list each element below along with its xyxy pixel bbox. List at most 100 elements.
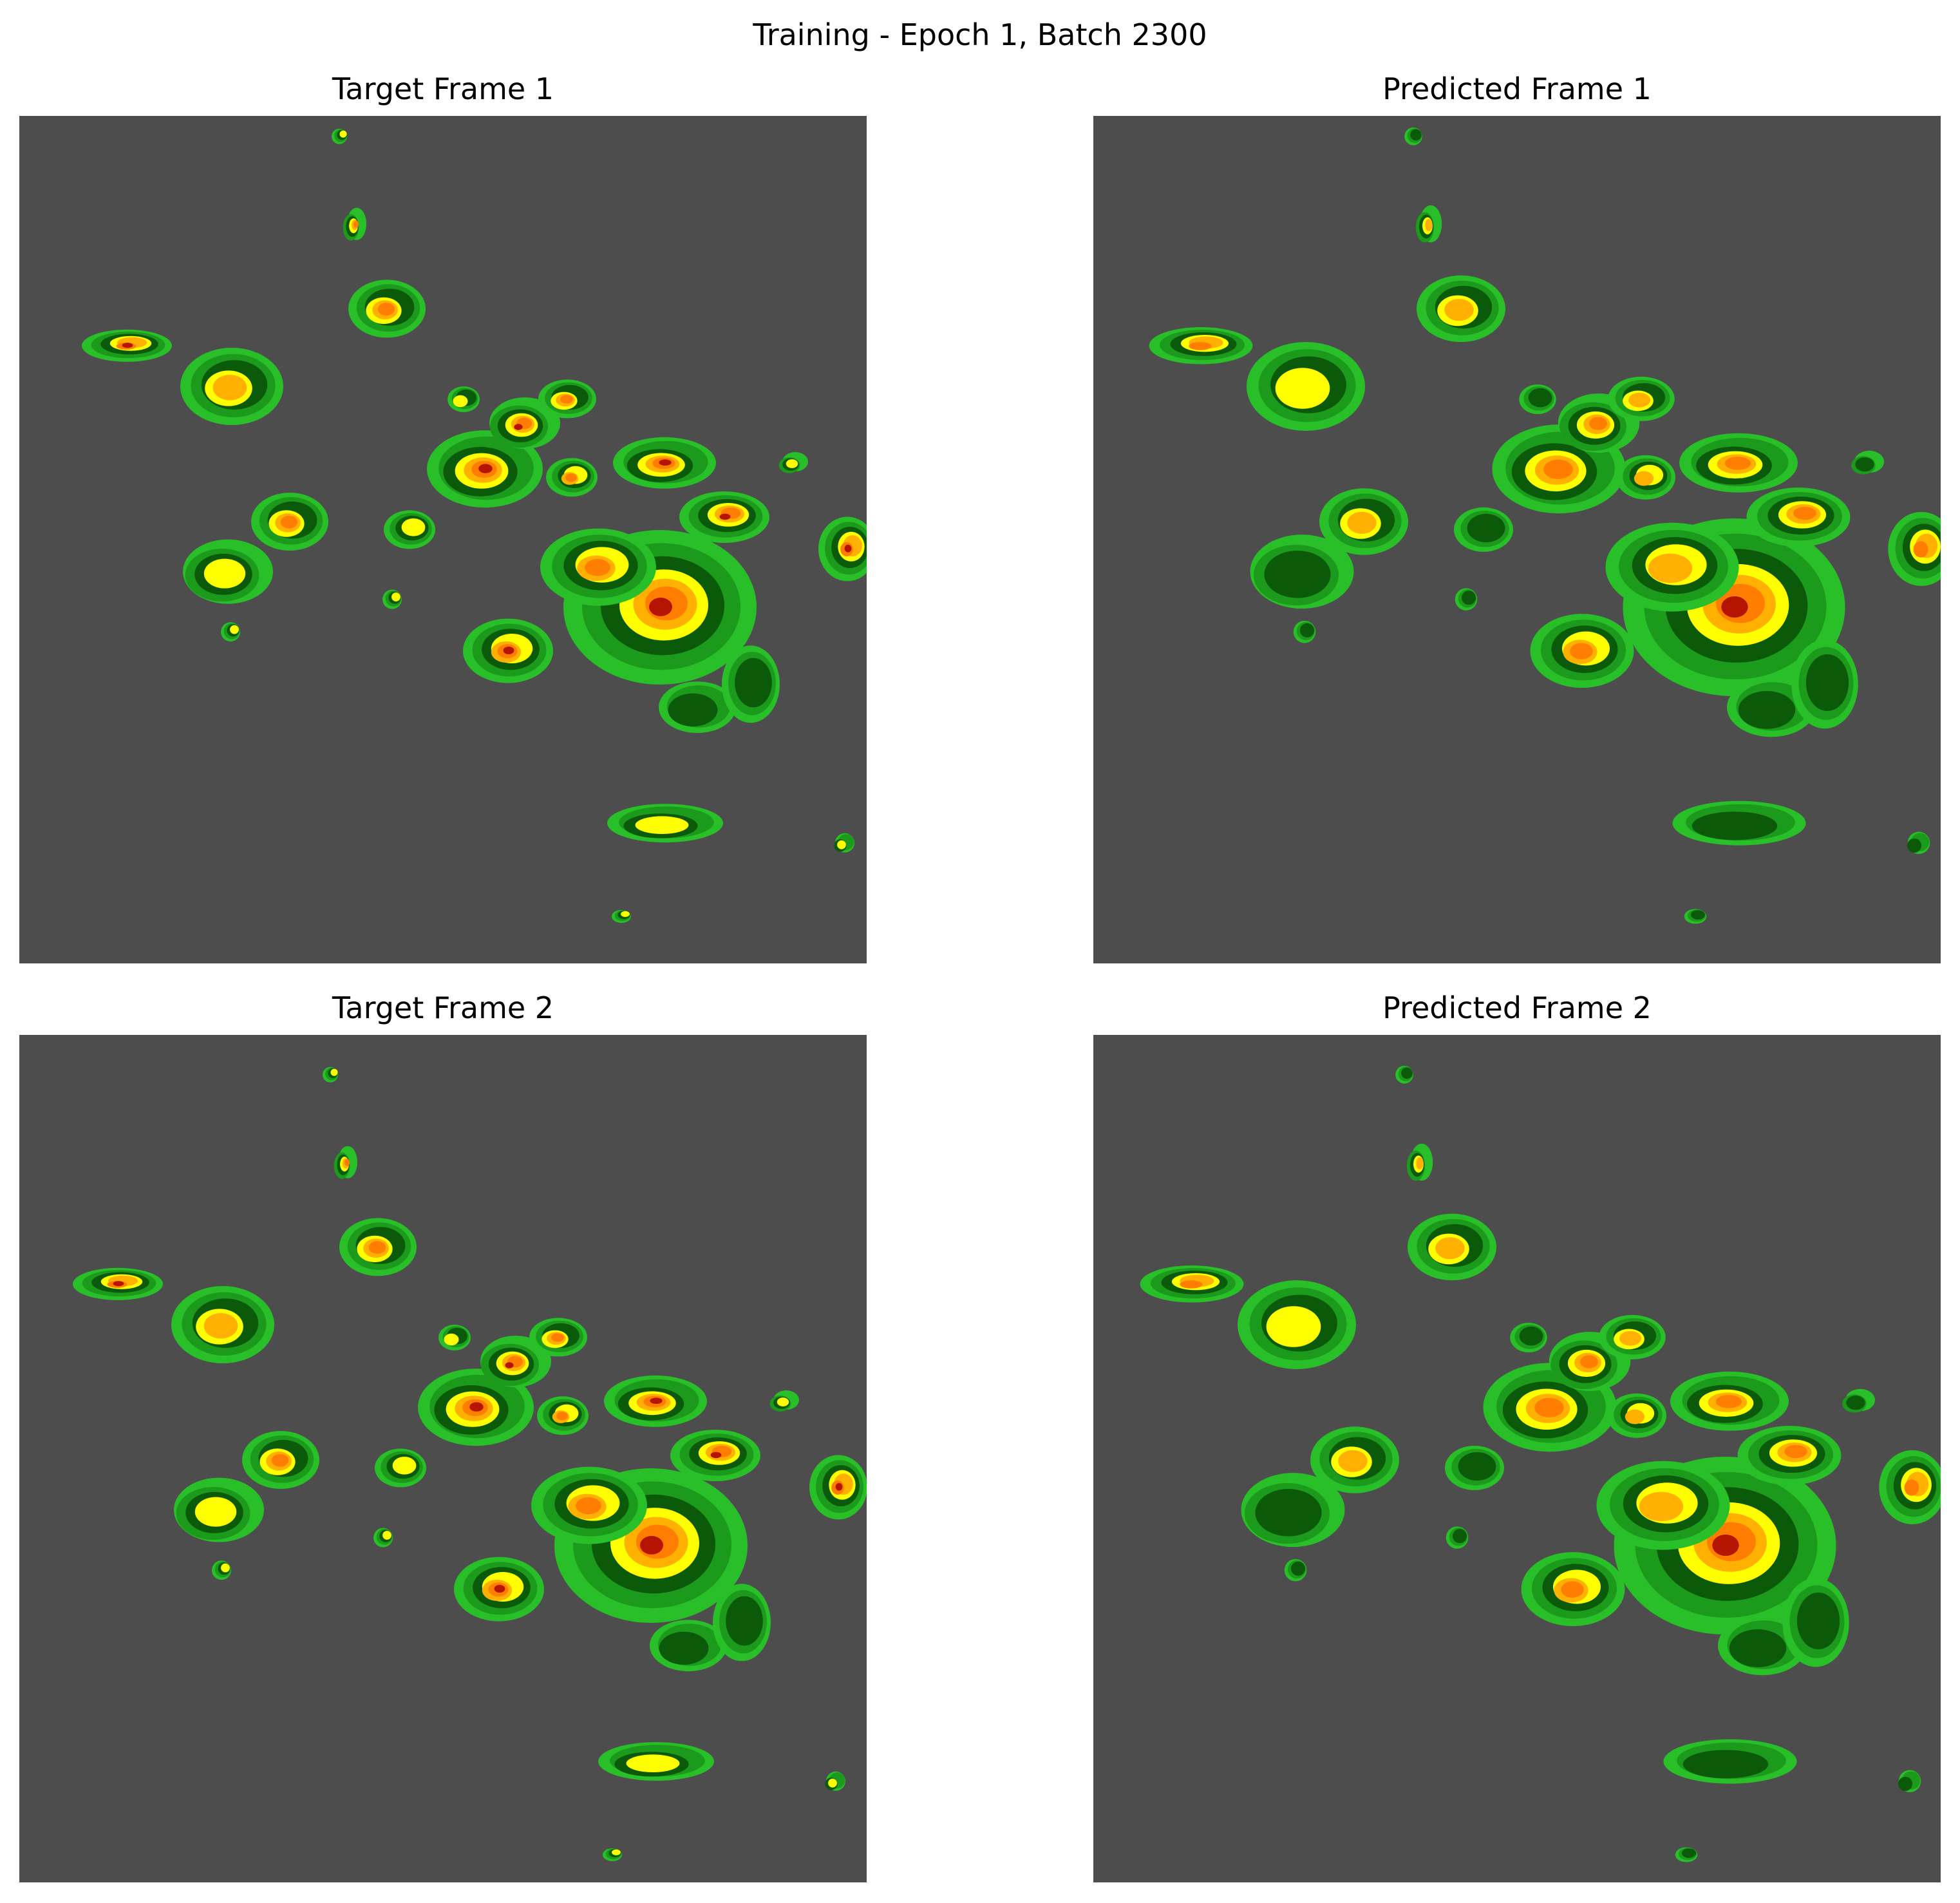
echo-level-3 <box>621 911 630 917</box>
echo-level-2 <box>1529 388 1552 407</box>
echo-level-3 <box>195 1497 236 1527</box>
echo-level-5 <box>1570 643 1592 659</box>
echo-level-6 <box>659 459 671 466</box>
echo-level-6 <box>711 1452 722 1459</box>
echo-level-2 <box>1520 1327 1543 1345</box>
radar-image-target-1 <box>19 116 867 963</box>
echo-level-6 <box>113 1281 124 1286</box>
echo-level-6 <box>836 1483 843 1491</box>
echo-level-3 <box>221 1564 230 1573</box>
echo-level-5 <box>344 1159 350 1166</box>
echo-level-5 <box>560 395 573 403</box>
echo-level-3 <box>1276 368 1330 408</box>
echo-level-4 <box>213 375 247 401</box>
echo-level-3 <box>330 1069 337 1076</box>
echo-level-5 <box>551 1333 564 1341</box>
echo-level-5 <box>565 473 577 482</box>
panel-pred-2 <box>1093 1035 1941 1882</box>
echo-level-5 <box>1914 541 1928 557</box>
echo-level-2 <box>1683 1750 1768 1778</box>
echo-level-6 <box>469 1402 484 1411</box>
panel-title-target-1: Target Frame 1 <box>19 71 867 107</box>
echo-level-3 <box>837 840 846 849</box>
echo-level-6 <box>505 1362 513 1368</box>
echo-level-4 <box>1425 219 1432 231</box>
echo-level-2 <box>1401 1068 1413 1079</box>
echo-level-2 <box>1291 1562 1305 1576</box>
echo-level-4 <box>1338 1450 1368 1472</box>
echo-level-6 <box>720 514 731 520</box>
echo-level-5 <box>1534 1398 1564 1417</box>
echo-level-6 <box>649 598 672 616</box>
echo-level-2 <box>1453 1529 1467 1543</box>
echo-level-2 <box>1255 1489 1321 1537</box>
echo-level-6 <box>478 464 493 473</box>
echo-level-6 <box>504 647 514 654</box>
echo-level-2 <box>735 658 772 708</box>
echo-level-3 <box>612 1850 621 1855</box>
echo-level-3 <box>391 592 400 601</box>
echo-level-5 <box>576 1497 601 1514</box>
echo-level-2 <box>668 694 718 726</box>
echo-level-3 <box>204 559 245 589</box>
echo-level-2 <box>659 1632 709 1665</box>
echo-level-3 <box>382 1531 391 1540</box>
panel-title-pred-1: Predicted Frame 1 <box>1093 71 1941 107</box>
echo-level-2 <box>1458 1452 1496 1481</box>
echo-level-4 <box>1634 471 1654 486</box>
echo-level-5 <box>1905 1479 1919 1495</box>
echo-level-2 <box>1692 811 1777 840</box>
echo-level-2 <box>1806 654 1849 711</box>
echo-level-5 <box>556 1412 568 1420</box>
echo-level-3 <box>786 459 798 468</box>
echo-level-2 <box>726 1596 763 1646</box>
echo-level-6 <box>650 1397 662 1404</box>
panel-target-1 <box>19 116 867 963</box>
echo-level-5 <box>281 516 297 529</box>
echo-level-4 <box>1648 554 1692 583</box>
echo-level-2 <box>1855 457 1874 471</box>
panel-pred-1 <box>1093 116 1941 963</box>
echo-level-3 <box>339 131 346 138</box>
echo-level-3 <box>627 1754 680 1772</box>
echo-level-2 <box>1898 1777 1912 1791</box>
echo-level-6 <box>495 1585 505 1593</box>
echo-level-6 <box>1721 596 1748 618</box>
echo-level-3 <box>777 1397 789 1406</box>
echo-level-2 <box>1691 910 1705 920</box>
echo-level-2 <box>1797 1593 1840 1649</box>
echo-level-5 <box>1543 460 1573 479</box>
echo-level-4 <box>1619 1331 1641 1346</box>
echo-level-4 <box>1435 1237 1465 1259</box>
echo-level-5 <box>1784 1445 1807 1458</box>
echo-level-2 <box>1739 691 1795 729</box>
echo-level-4 <box>204 1313 238 1339</box>
echo-level-5 <box>1589 417 1607 430</box>
echo-level-5 <box>1793 507 1816 520</box>
echo-level-5 <box>585 559 610 576</box>
echo-level-2 <box>1462 591 1476 605</box>
echo-level-2 <box>1300 623 1314 638</box>
radar-image-target-2 <box>19 1035 867 1882</box>
echo-level-2 <box>1410 129 1422 141</box>
echo-level-2 <box>1682 1848 1696 1858</box>
echo-level-3 <box>636 816 689 834</box>
panel-target-2 <box>19 1035 867 1882</box>
echo-level-4 <box>1628 393 1650 408</box>
echo-level-6 <box>640 1536 663 1555</box>
echo-level-5 <box>369 1241 386 1254</box>
echo-level-5 <box>1180 1280 1202 1289</box>
echo-level-2 <box>1729 1629 1786 1667</box>
radar-image-pred-2 <box>1093 1035 1941 1882</box>
echo-level-3 <box>402 518 426 536</box>
echo-level-2 <box>1264 551 1330 598</box>
echo-level-3 <box>828 1779 837 1788</box>
radar-image-pred-1 <box>1093 116 1941 963</box>
echo-level-3 <box>230 625 239 634</box>
echo-level-6 <box>122 343 133 348</box>
echo-level-4 <box>1416 1157 1423 1169</box>
echo-level-4 <box>1444 299 1474 321</box>
echo-level-4 <box>1625 1410 1644 1425</box>
echo-level-5 <box>1725 457 1751 469</box>
echo-level-5 <box>1189 342 1211 350</box>
